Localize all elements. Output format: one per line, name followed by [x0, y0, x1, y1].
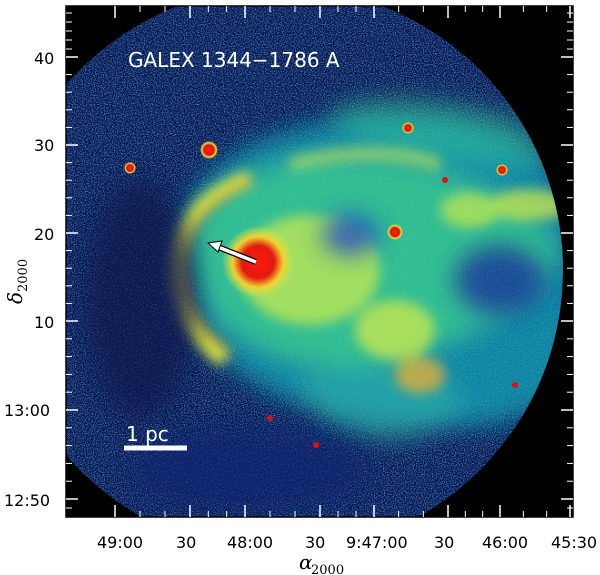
central-source: [222, 226, 294, 298]
y-axis-subscript: 2000: [16, 259, 31, 292]
x-tick-labels: 49:00 30 48:00 30 9:47:00 30 46:00 45:30: [97, 533, 597, 552]
x-tick-label: 30: [305, 533, 325, 552]
x-tick-label: 45:30: [551, 533, 597, 552]
y-tick-label: 30: [34, 136, 54, 155]
field-of-view: [66, 6, 563, 517]
x-tick-label: 46:00: [482, 533, 528, 552]
scalebar-label: 1 pc: [126, 422, 169, 446]
x-tick-label: 49:00: [97, 533, 143, 552]
image-panel: 1 pc GALEX 1344−1786 A: [66, 6, 573, 517]
y-axis-title: δ 2000: [3, 259, 31, 304]
y-tick-label: 13:00: [4, 401, 50, 420]
x-axis-symbol: α: [299, 550, 313, 574]
y-axis-symbol: δ: [3, 292, 27, 304]
x-axis-title: α 2000: [299, 550, 344, 575]
y-tick-label: 10: [34, 313, 54, 332]
y-tick-labels: 40 30 20 10 13:00 12:50: [4, 49, 54, 510]
y-tick-label: 20: [34, 225, 54, 244]
image-title: GALEX 1344−1786 A: [128, 48, 340, 72]
axis-ticks: [66, 6, 573, 517]
x-tick-label: 30: [434, 533, 454, 552]
x-tick-label: 9:47:00: [346, 533, 408, 552]
proper-motion-arrow: [206, 240, 258, 265]
y-tick-label: 12:50: [4, 491, 50, 510]
y-tick-label: 40: [34, 49, 54, 68]
x-tick-label: 30: [176, 533, 196, 552]
x-axis-subscript: 2000: [311, 563, 344, 575]
x-tick-label: 48:00: [227, 533, 273, 552]
